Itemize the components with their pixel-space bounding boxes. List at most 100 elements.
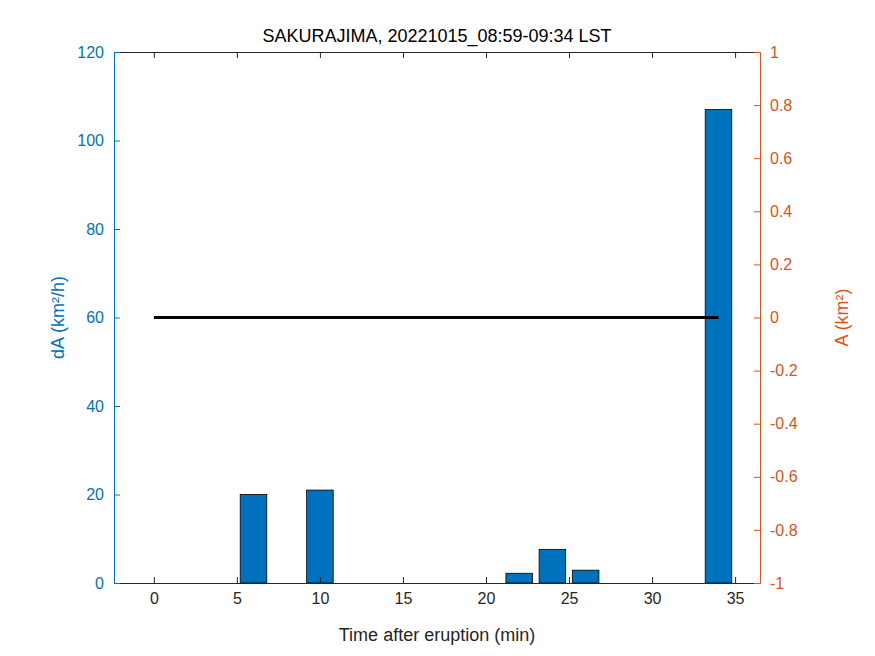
x-axis-top — [115, 52, 761, 58]
plot-area — [114, 52, 760, 583]
tick-label: 0 — [95, 575, 104, 592]
tick-mark — [754, 530, 760, 531]
tick-mark — [754, 424, 760, 425]
tick: 20 — [86, 486, 120, 503]
tick-label: 10 — [312, 590, 330, 607]
x-axis: 0 5 10 15 20 25 30 35 — [115, 577, 761, 607]
tick-label: -0.4 — [770, 415, 798, 432]
tick: 120 — [77, 44, 120, 61]
tick-label: 35 — [727, 590, 745, 607]
tick-mark — [569, 52, 570, 58]
tick-label: -0.2 — [770, 362, 798, 379]
line — [154, 316, 719, 319]
tick-label: 20 — [86, 486, 104, 503]
tick-label: 0 — [770, 309, 779, 326]
tick-mark — [754, 158, 760, 159]
chart: 05101520253035020406080100120-1-0.8-0.6-… — [0, 0, 875, 656]
tick-label: 80 — [86, 221, 104, 238]
tick-mark — [754, 583, 760, 584]
tick: 0.4 — [754, 203, 792, 220]
tick-label: 100 — [77, 132, 104, 149]
tick: 40 — [86, 398, 120, 415]
tick-label: 60 — [86, 309, 104, 326]
tick-label: 40 — [86, 398, 104, 415]
tick-mark — [754, 371, 760, 372]
tick-mark — [114, 52, 120, 53]
tick-mark — [735, 52, 736, 58]
tick-mark — [754, 264, 760, 265]
tick: 5 — [233, 577, 242, 607]
tick-label: 30 — [644, 590, 662, 607]
tick-mark — [320, 52, 321, 58]
tick: 0 — [95, 575, 120, 592]
bar — [307, 490, 334, 583]
tick-mark — [754, 211, 760, 212]
tick — [735, 52, 736, 58]
tick: 10 — [312, 577, 330, 607]
tick-mark — [486, 52, 487, 58]
tick-label: 0.6 — [770, 150, 792, 167]
tick-label: -0.8 — [770, 522, 798, 539]
tick: -0.8 — [754, 522, 798, 539]
tick-label: 25 — [561, 590, 579, 607]
tick-mark — [735, 577, 736, 583]
tick-mark — [320, 577, 321, 583]
bar — [240, 495, 267, 584]
tick: 35 — [727, 577, 745, 607]
bar — [572, 570, 599, 583]
y2-axis: -1 -0.8 -0.6 -0.4 -0.2 0 0.2 0.4 0.6 0.8 1 — [754, 44, 798, 592]
tick-mark — [652, 52, 653, 58]
axis-line — [115, 583, 761, 584]
x-axis-label: Time after eruption (min) — [339, 625, 535, 645]
tick — [569, 52, 570, 58]
tick: 1 — [754, 44, 779, 61]
tick-label: 5 — [233, 590, 242, 607]
tick: 0.2 — [754, 256, 792, 273]
tick: -0.2 — [754, 362, 798, 379]
tick-mark — [754, 105, 760, 106]
y-axis-label: dA (km²/h) — [48, 276, 68, 359]
y2-axis-label: A (km²) — [832, 289, 852, 347]
tick — [237, 52, 238, 58]
tick — [154, 52, 155, 58]
tick-mark — [114, 141, 120, 142]
tick-mark — [114, 318, 120, 319]
tick: 30 — [644, 577, 662, 607]
tick-mark — [237, 577, 238, 583]
tick-label: 0.8 — [770, 97, 792, 114]
tick-mark — [754, 477, 760, 478]
tick-label: 0.2 — [770, 256, 792, 273]
tick-label: -0.6 — [770, 468, 798, 485]
tick — [320, 52, 321, 58]
tick-mark — [114, 406, 120, 407]
tick: -0.4 — [754, 415, 798, 432]
tick — [486, 52, 487, 58]
tick-label: 1 — [770, 44, 779, 61]
tick-mark — [154, 52, 155, 58]
bar — [506, 573, 533, 583]
tick: 15 — [395, 577, 413, 607]
tick: 60 — [86, 309, 120, 326]
tick: 0.6 — [754, 150, 792, 167]
tick — [652, 52, 653, 58]
tick-mark — [754, 52, 760, 53]
axis-line — [115, 52, 761, 53]
tick-mark — [569, 577, 570, 583]
tick-mark — [114, 583, 120, 584]
y-axis: 0 20 40 60 80 100 120 — [77, 44, 120, 592]
bar — [539, 549, 566, 583]
tick-mark — [486, 577, 487, 583]
bar-series — [240, 110, 732, 583]
tick — [403, 52, 404, 58]
tick-label: 0 — [150, 590, 159, 607]
tick: 0.8 — [754, 97, 792, 114]
tick-mark — [114, 229, 120, 230]
tick: -1 — [754, 575, 784, 592]
title: SAKURAJIMA, 20221015_08:59-09:34 LST — [262, 26, 611, 47]
tick-mark — [154, 577, 155, 583]
tick-mark — [403, 52, 404, 58]
plot-marks — [154, 110, 732, 583]
tick: 0 — [150, 577, 159, 607]
tick: 20 — [478, 577, 496, 607]
tick: 0 — [754, 309, 779, 326]
